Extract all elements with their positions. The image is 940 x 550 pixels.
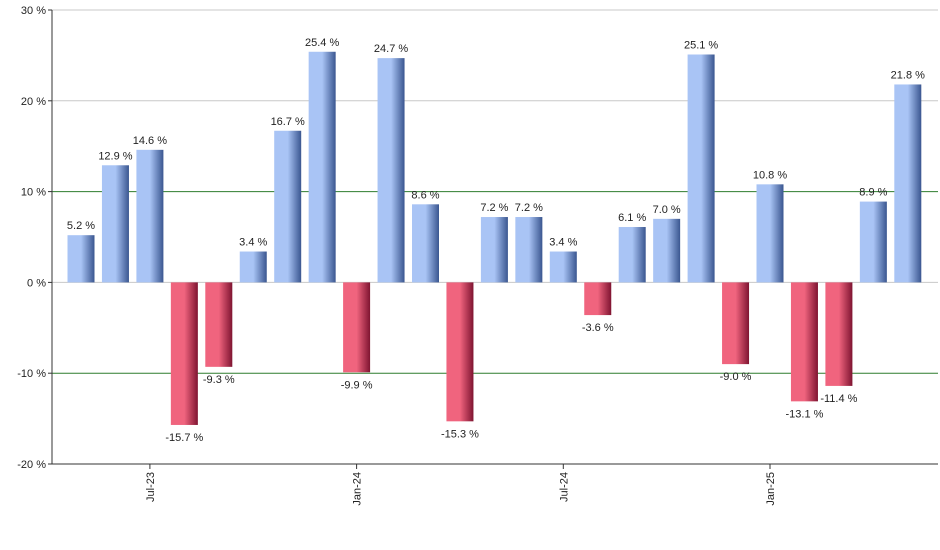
- data-label: 3.4 %: [549, 237, 577, 249]
- bar: [412, 204, 439, 283]
- data-label: 21.8 %: [891, 69, 925, 81]
- bar: [205, 282, 233, 367]
- data-label: 25.4 %: [305, 37, 339, 49]
- bar: [308, 51, 336, 283]
- data-label: 24.7 %: [374, 43, 408, 55]
- bar: [756, 184, 784, 283]
- bar: [239, 251, 267, 283]
- labels: -20 % -10 % 0 % 10 % 20 % 30 % 5.2 % 12.9 %14.6…: [17, 5, 925, 506]
- bar: [790, 282, 818, 402]
- bar: [136, 149, 164, 283]
- bar: [67, 235, 95, 283]
- data-label: 3.4 %: [239, 237, 267, 249]
- data-label: 7.2 %: [480, 202, 508, 214]
- bar: [584, 282, 612, 316]
- bar: [377, 58, 405, 283]
- data-label: 5.2 %: [67, 220, 95, 232]
- data-label: -9.9 %: [341, 379, 373, 391]
- bar: [722, 282, 750, 365]
- data-label: 6.1 %: [618, 212, 646, 224]
- x-tick-label: Jul-24: [558, 472, 570, 502]
- bar: [101, 165, 129, 283]
- bar: [343, 282, 371, 373]
- bar: [549, 251, 577, 283]
- data-label: 10.8 %: [753, 169, 787, 181]
- data-label: -9.3 %: [203, 374, 235, 386]
- data-label: 8.9 %: [859, 187, 887, 199]
- data-label: -9.0 %: [720, 371, 752, 383]
- data-label: -11.4 %: [820, 393, 857, 405]
- bar: [894, 84, 922, 283]
- bar: [859, 201, 887, 283]
- bar: [170, 282, 198, 425]
- bar: [618, 227, 646, 283]
- data-label: -15.3 %: [441, 428, 479, 440]
- data-label: -3.6 %: [582, 322, 614, 334]
- bar: [515, 217, 543, 283]
- data-label: 16.7 %: [271, 116, 305, 128]
- data-label: 12.9 %: [98, 150, 132, 162]
- gridlines: [52, 9, 938, 374]
- bar: [480, 217, 508, 283]
- bars: [67, 51, 922, 425]
- y-tick-label: -20 %: [17, 459, 46, 471]
- y-tick-label: 0 %: [27, 277, 46, 289]
- x-tick-label: Jan-25: [765, 472, 777, 506]
- y-tick-label: 20 %: [21, 96, 46, 108]
- data-label: 14.6 %: [133, 135, 167, 147]
- data-label: 7.0 %: [653, 204, 681, 216]
- data-label: 7.2 %: [515, 202, 543, 214]
- axes: [48, 9, 938, 469]
- data-label: -15.7 %: [165, 432, 203, 444]
- bar: [687, 54, 715, 283]
- data-label: -13.1 %: [785, 408, 823, 420]
- data-label: 25.1 %: [684, 39, 718, 51]
- y-tick-label: 30 %: [21, 5, 46, 17]
- bar: [446, 282, 474, 422]
- y-tick-label: -10 %: [17, 368, 46, 380]
- bar: [274, 130, 302, 283]
- y-tick-label: 10 %: [21, 187, 46, 199]
- bar: [653, 218, 681, 283]
- x-tick-label: Jul-23: [145, 472, 157, 502]
- data-label: 8.6 %: [411, 189, 439, 201]
- bar: [825, 282, 853, 386]
- x-tick-label: Jan-24: [352, 472, 364, 506]
